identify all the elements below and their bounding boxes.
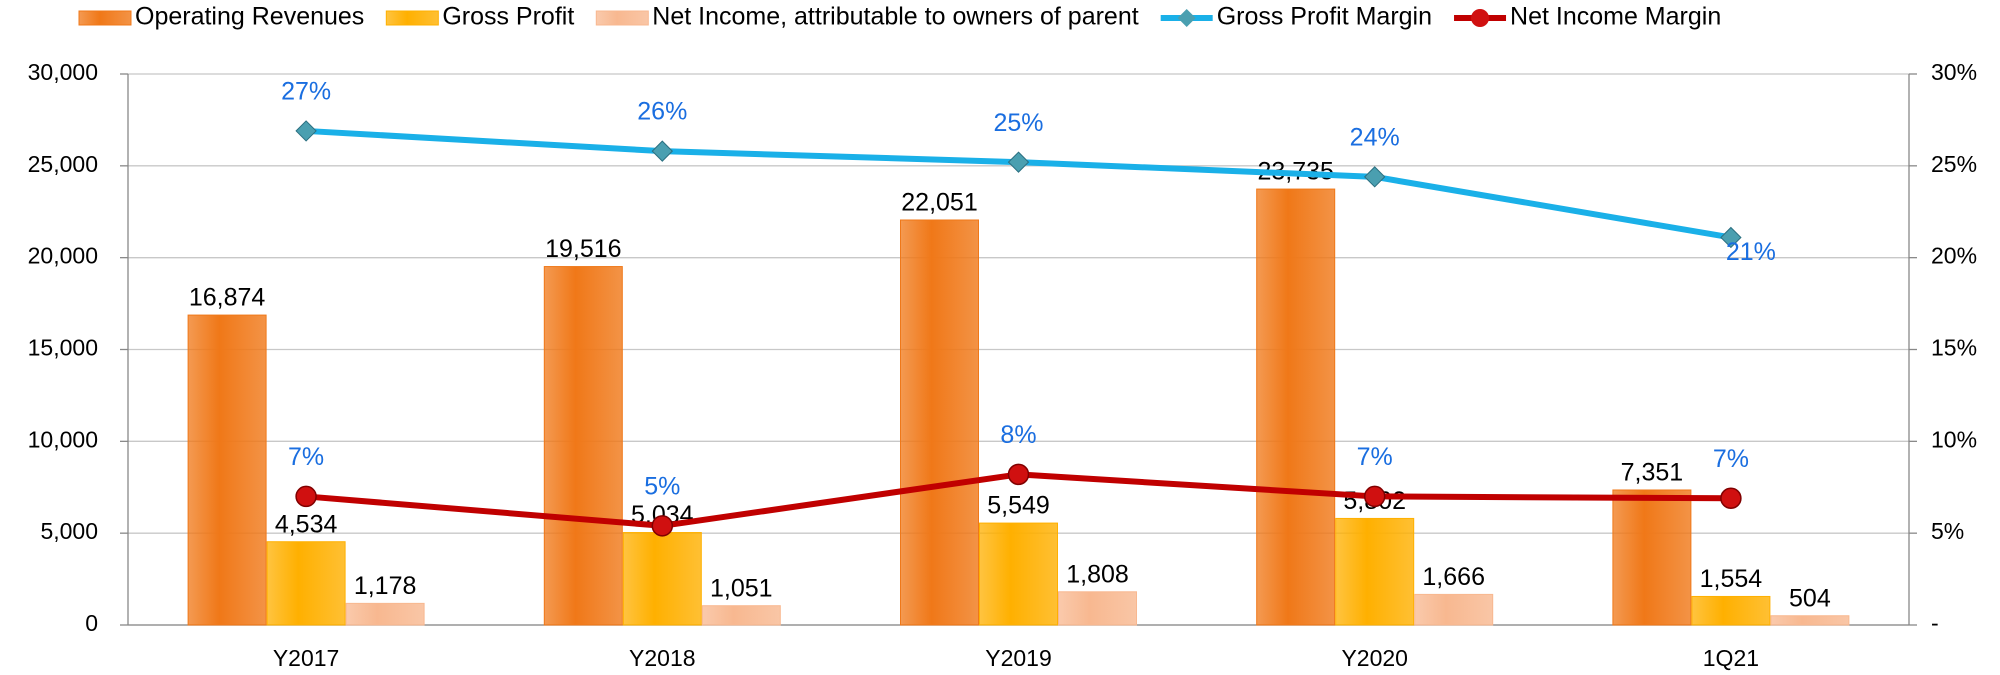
line-value-label: 21% (1726, 238, 1776, 266)
line-value-label: 27% (281, 78, 331, 106)
bar-value-label: 5,549 (987, 492, 1050, 520)
bar-value-label: 16,874 (189, 284, 266, 312)
y2-tick-label: 30% (1931, 59, 1977, 85)
marker (1720, 487, 1742, 510)
legend-label: Gross Profit (442, 3, 574, 31)
bar (979, 522, 1058, 626)
legend-marker (1471, 9, 1490, 27)
y-tick-label: 10,000 (28, 426, 98, 452)
marker (651, 140, 674, 162)
line-value-label: 25% (993, 109, 1043, 137)
y2-tick-label: 25% (1931, 151, 1977, 177)
y2-tick-label: 10% (1931, 426, 1977, 452)
y-tick-label: 5,000 (40, 518, 98, 544)
legend-label: Operating Revenues (135, 3, 364, 31)
marker (295, 120, 317, 142)
y-tick-label: 20,000 (28, 243, 98, 269)
bar-value-label: 4,534 (275, 510, 338, 538)
legend-marker (1177, 9, 1196, 27)
x-tick-label: Y2017 (273, 645, 340, 671)
bar-value-label: 7,351 (1621, 459, 1684, 487)
marker (1720, 226, 1742, 249)
line-value-label: 24% (1350, 123, 1400, 151)
marker (295, 485, 317, 508)
line-value-label: 7% (288, 443, 324, 471)
x-tick-label: Y2018 (629, 645, 696, 671)
bar-value-label: 1,666 (1422, 563, 1485, 591)
y2-tick-label: 5% (1931, 518, 1964, 544)
legend-swatch (78, 10, 132, 26)
bar (1770, 615, 1850, 626)
legend-label: Gross Profit Margin (1217, 3, 1432, 31)
bar (1256, 188, 1336, 626)
line-value-label: 26% (637, 98, 687, 126)
x-tick-label: Y2020 (1341, 645, 1408, 671)
marker (651, 515, 674, 537)
y2-tick-label: 20% (1931, 243, 1977, 269)
y-tick-label: 30,000 (28, 59, 98, 85)
bar-value-label: 1,178 (354, 572, 417, 600)
bar (1612, 489, 1692, 626)
bar (345, 602, 425, 626)
bar-value-label: 504 (1789, 584, 1831, 612)
line-value-label: 7% (1357, 443, 1393, 471)
line-value-label: 7% (1713, 445, 1749, 473)
marker (1007, 151, 1030, 173)
bar (701, 605, 781, 626)
bar (543, 266, 623, 626)
marker (1363, 485, 1386, 508)
bar (900, 219, 979, 626)
marker (1007, 463, 1030, 486)
bar (1691, 595, 1771, 626)
bar-value-label: 19,516 (545, 235, 621, 263)
legend-label: Net Income, attributable to owners of pa… (652, 3, 1138, 31)
y-tick-label: 25,000 (28, 151, 98, 177)
line-value-label: 5% (644, 472, 680, 500)
y2-tick-label: - (1931, 610, 1939, 636)
bar (1335, 517, 1415, 626)
legend-label: Net Income Margin (1510, 3, 1721, 31)
line-value-label: 8% (1000, 421, 1036, 449)
marker (1363, 166, 1386, 188)
bar-value-label: 1,051 (710, 574, 773, 602)
legend-swatch (385, 10, 439, 26)
y2-tick-label: 15% (1931, 335, 1977, 361)
bar (266, 541, 346, 626)
x-tick-label: Y2019 (985, 645, 1052, 671)
legend-swatch (595, 10, 649, 26)
bar-value-label: 22,051 (901, 189, 977, 217)
y-tick-label: 0 (85, 610, 98, 636)
bar (1414, 593, 1494, 626)
bar-value-label: 1,808 (1066, 560, 1129, 588)
line (305, 127, 1732, 241)
x-tick-label: 1Q21 (1703, 645, 1759, 671)
bar (187, 314, 267, 626)
bar (1058, 591, 1137, 626)
bar-value-label: 1,554 (1700, 565, 1763, 593)
y-tick-label: 15,000 (28, 335, 98, 361)
bar (622, 532, 702, 626)
